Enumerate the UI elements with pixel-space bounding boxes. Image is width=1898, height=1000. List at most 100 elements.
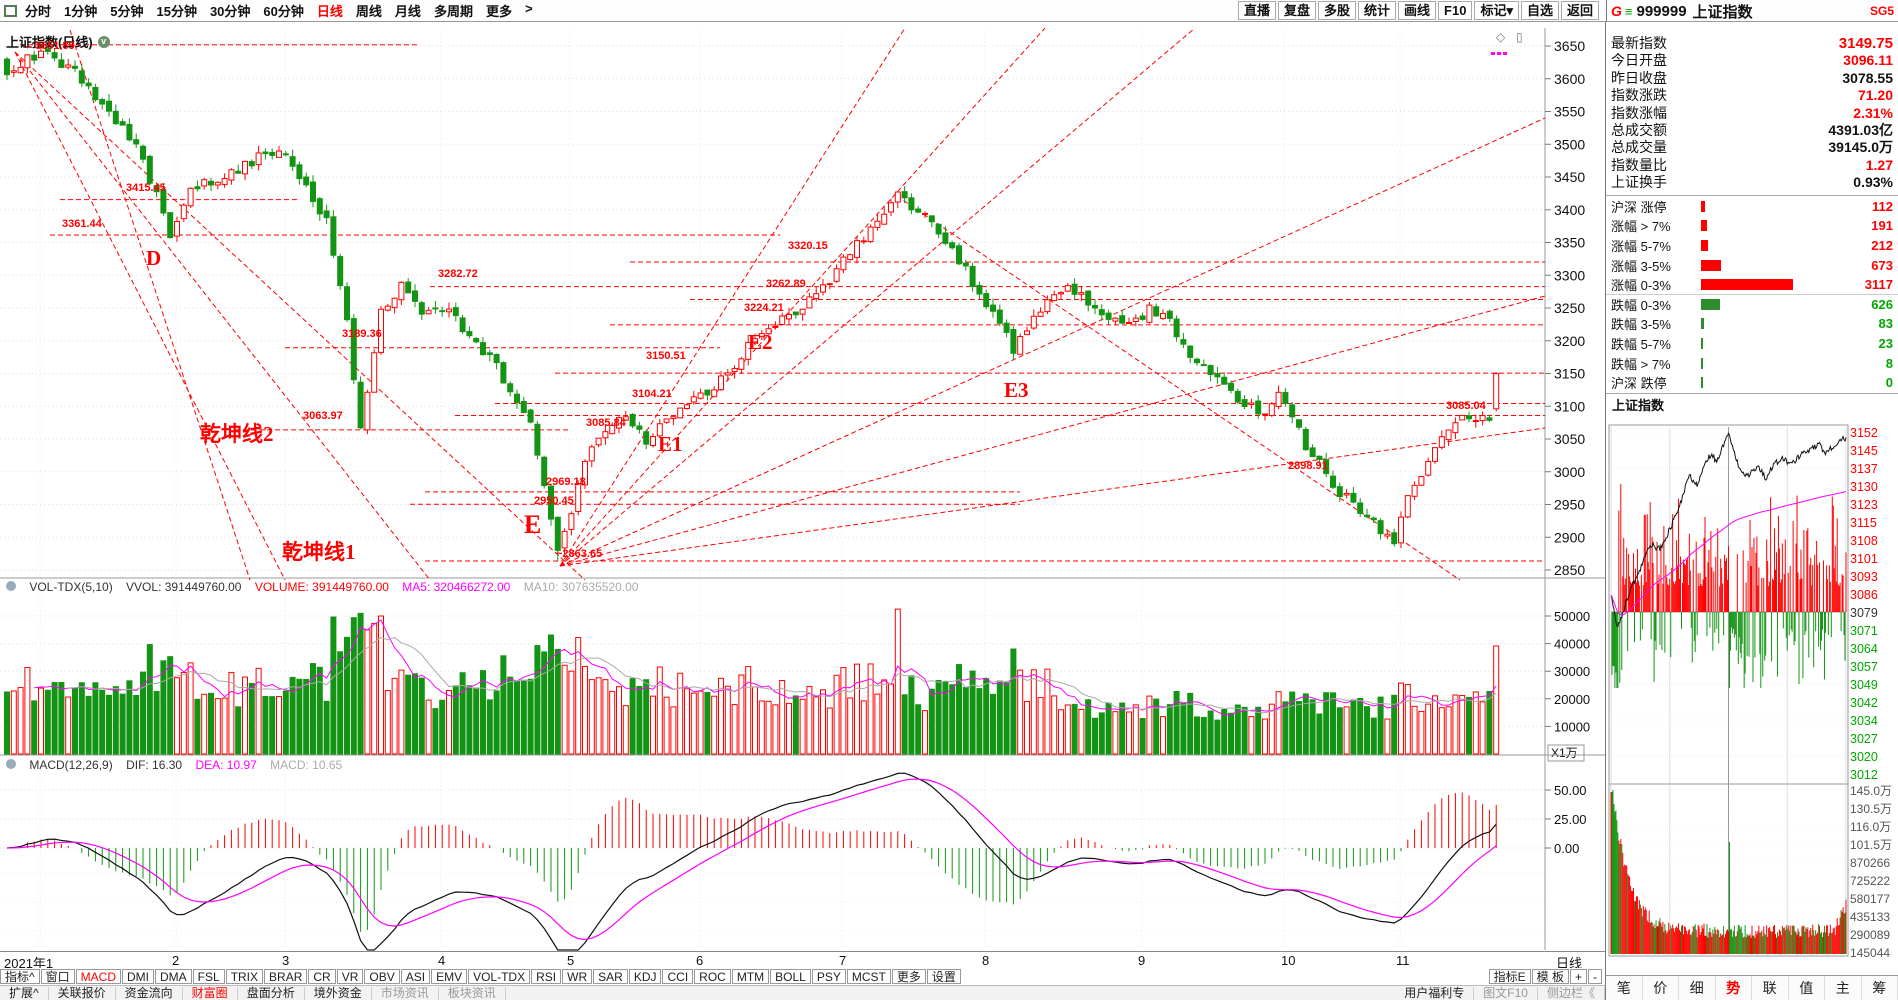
indicator-tab-3[interactable]: DMI	[122, 969, 154, 984]
svg-text:3100: 3100	[1554, 398, 1585, 414]
panel-tab-3[interactable]: 势	[1716, 976, 1752, 1000]
toolbar-button-3[interactable]: 统计	[1358, 1, 1397, 20]
period-tab-2[interactable]: 5分钟	[110, 4, 144, 19]
period-tabs: 分时 1分钟 5分钟 15分钟 30分钟 60分钟 日线 周线 月线 多周期 更多 >	[25, 1, 546, 20]
period-tab-6[interactable]: 日线	[316, 4, 343, 19]
period-tab-5[interactable]: 60分钟	[263, 4, 304, 19]
indicator-tab-14[interactable]: RSI	[531, 969, 562, 984]
status-item-3[interactable]: 财富圈	[183, 986, 238, 1000]
status-item-right-0[interactable]: 用户福利专	[1395, 986, 1475, 1000]
status-item-right-1[interactable]: 图文F10	[1474, 986, 1538, 1000]
chart-area[interactable]: 上证指数(日线) v ◇ ▯ 3650 3600 3550 3500 3450 3400 3…	[0, 22, 1605, 1000]
svg-text:3152: 3152	[1850, 426, 1878, 440]
toolbar-button-6[interactable]: 标记▾	[1474, 1, 1519, 20]
chart-annotation: ←3651.89	[24, 40, 75, 52]
indicator-tab-1[interactable]: 窗口	[40, 969, 75, 984]
period-tab-4[interactable]: 30分钟	[209, 4, 251, 19]
panel-tab-5[interactable]: 值	[1789, 976, 1825, 1000]
indicator-tab-7[interactable]: BRAR	[264, 969, 308, 984]
status-item-5[interactable]: 境外资金	[305, 986, 372, 1000]
status-item-7[interactable]: 板块资讯	[439, 986, 506, 1000]
svg-text:3300: 3300	[1554, 267, 1585, 283]
x-axis-label: 4	[438, 953, 446, 968]
indicator-tab-25[interactable]: 设置	[926, 969, 961, 984]
toolbar-button-2[interactable]: 多股	[1317, 1, 1356, 20]
breadth-bar	[1701, 240, 1708, 251]
indicator-tab-22[interactable]: PSY	[811, 969, 846, 984]
period-tab-0[interactable]: 分时	[25, 4, 52, 19]
chart-title: 上证指数(日线) v	[6, 32, 110, 51]
indicator-icon[interactable]	[6, 581, 16, 591]
indicator-tab-13[interactable]: VOL-TDX	[468, 969, 531, 984]
svg-text:3071: 3071	[1850, 624, 1878, 638]
indicator-tab-9[interactable]: VR	[336, 969, 364, 984]
toolbar-button-0[interactable]: 直播	[1237, 1, 1276, 20]
split-window-icon[interactable]: ▯	[1516, 30, 1523, 44]
indicator-tab-15[interactable]: WR	[562, 969, 593, 984]
period-tab-3[interactable]: 15分钟	[156, 4, 197, 19]
indicator-tab-16[interactable]: SAR	[593, 969, 628, 984]
symbol-name: 上证指数	[1692, 3, 1753, 21]
toolbar-button-1[interactable]: 复盘	[1277, 1, 1316, 20]
indicator-tab-4[interactable]: DMA	[155, 969, 192, 984]
breadth-panel: 沪深 涨停 112 涨幅 > 7% 191 涨幅 5-7% 212 涨幅 3-5% 673 涨幅…	[1606, 194, 1898, 395]
chevron-down-icon[interactable]: v	[97, 35, 110, 48]
indicator-tab-24[interactable]: 更多	[891, 969, 926, 984]
daily-chart-canvas[interactable]: 3650360035503500345034003350330032503200…	[0, 22, 1605, 1000]
status-item-0[interactable]: 扩展^	[0, 986, 49, 1000]
toolbar-button-8[interactable]: 返回	[1560, 1, 1599, 20]
diamond-icon[interactable]: ◇	[1496, 30, 1506, 44]
indicator-tab-10[interactable]: OBV	[364, 969, 400, 984]
panel-tab-0[interactable]: 笔	[1606, 976, 1643, 1000]
indicator-tab-11[interactable]: ASI	[400, 969, 431, 984]
period-tab-8[interactable]: 月线	[394, 4, 421, 19]
period-tab-11[interactable]: >	[524, 1, 533, 16]
svg-text:10000: 10000	[1554, 719, 1590, 734]
panel-tab-7[interactable]: 筹	[1862, 976, 1898, 1000]
indicator-tab-12[interactable]: EMV	[431, 969, 468, 984]
intraday-minichart[interactable]: 3152 3145 3137 3130 3123 3115 3108 3101 3093 3086…	[1606, 420, 1898, 1000]
status-item-4[interactable]: 盘面分析	[238, 986, 305, 1000]
breadth-row: 涨幅 > 7% 191	[1611, 218, 1893, 235]
status-item-right-2[interactable]: 侧边栏《	[1538, 986, 1605, 1000]
panel-tab-2[interactable]: 细	[1679, 976, 1716, 1000]
svg-text:3150: 3150	[1554, 366, 1585, 382]
period-tab-9[interactable]: 多周期	[433, 4, 473, 19]
svg-text:3027: 3027	[1850, 732, 1878, 746]
indicator-tab-23[interactable]: MCST	[846, 969, 891, 984]
indicator-tab-18[interactable]: CCI	[662, 969, 694, 984]
period-tab-7[interactable]: 周线	[355, 4, 382, 19]
indicator-tab-0[interactable]: 指标^	[0, 969, 40, 984]
toolbar-button-5[interactable]: F10	[1438, 1, 1473, 20]
indicator-tab-2[interactable]: MACD	[75, 969, 121, 984]
panel-tab-1[interactable]: 价	[1643, 976, 1679, 1000]
indicator-tab-19[interactable]: ROC	[694, 969, 731, 984]
breadth-row: 跌幅 0-3% 626	[1606, 294, 1898, 314]
indicator-icon[interactable]	[6, 759, 16, 769]
indicator-tab-8[interactable]: CR	[308, 969, 336, 984]
group-icon[interactable]: ≡	[1624, 3, 1633, 19]
status-item-6[interactable]: 市场资讯	[372, 986, 439, 1000]
status-item-1[interactable]: 关联报价	[49, 986, 116, 1000]
panel-tab-6[interactable]: 主	[1825, 976, 1862, 1000]
window-icon[interactable]	[4, 4, 17, 17]
indicator-tab-17[interactable]: KDJ	[628, 969, 662, 984]
indicator-tab-5[interactable]: FSL	[192, 969, 225, 984]
symbol-code: 999999	[1636, 2, 1687, 20]
indicator-tool-1[interactable]: 模 板	[1531, 969, 1569, 984]
indicator-tool-0[interactable]: 指标E	[1488, 969, 1531, 984]
indicator-tool-2[interactable]: +	[1569, 969, 1587, 984]
breadth-bar	[1701, 357, 1703, 369]
indicator-tab-20[interactable]: MTM	[731, 969, 770, 984]
panel-tab-4[interactable]: 联	[1752, 976, 1789, 1000]
status-item-2[interactable]: 资金流向	[116, 986, 183, 1000]
toolbar-button-4[interactable]: 画线	[1398, 1, 1437, 20]
svg-text:3012: 3012	[1850, 768, 1878, 782]
period-tab-10[interactable]: 更多	[485, 4, 512, 19]
indicator-tab-21[interactable]: BOLL	[770, 969, 811, 984]
toolbar-button-7[interactable]: 自选	[1520, 1, 1559, 20]
period-tab-1[interactable]: 1分钟	[64, 4, 98, 19]
indicator-tool-3[interactable]: -	[1588, 969, 1602, 984]
indicator-tab-6[interactable]: TRIX	[225, 969, 264, 984]
